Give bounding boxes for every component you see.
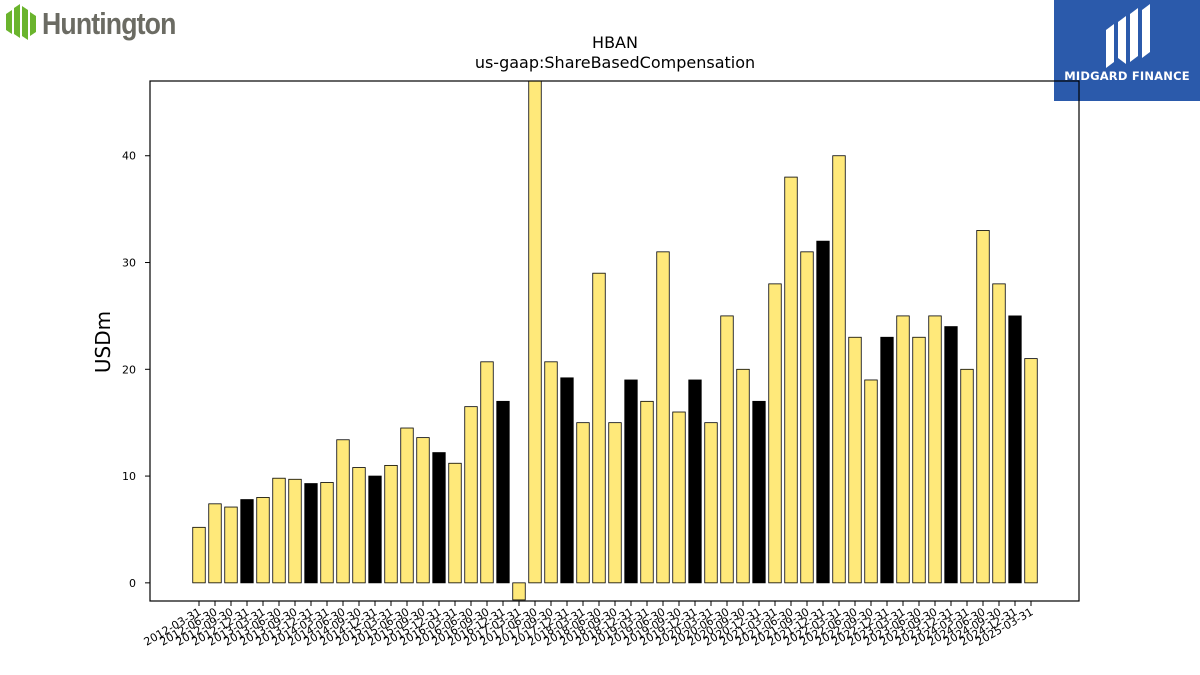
y-tick-label: 40	[122, 150, 136, 163]
midgard-finance-logo: MIDGARD FINANCE	[1054, 0, 1200, 101]
bar-2015-06-30	[400, 427, 414, 584]
bar-2024-06-30	[976, 230, 990, 584]
y-tick-label: 0	[129, 577, 136, 590]
bar-2021-09-30	[800, 251, 814, 584]
bar-2018-12-31	[624, 379, 638, 584]
bars-group	[192, 80, 1038, 601]
bar-2013-03-31	[256, 497, 270, 584]
bar-2016-03-31	[448, 462, 462, 584]
bar-2017-06-30	[528, 80, 542, 584]
bar-2016-12-31	[496, 400, 510, 584]
bar-2021-03-31	[768, 283, 782, 584]
bar-2017-12-31	[560, 377, 574, 584]
bar-2017-09-30	[544, 361, 558, 584]
y-tick-label: 20	[122, 363, 136, 376]
bar-2012-06-30	[208, 503, 222, 584]
bar-2016-06-30	[464, 406, 478, 584]
bar-2013-06-30	[272, 477, 286, 584]
bar-2015-03-31	[384, 464, 398, 584]
bar-2022-09-30	[864, 379, 878, 584]
bar-2023-03-31	[896, 315, 910, 584]
y-tick-label: 30	[122, 257, 136, 270]
plot-frame	[149, 80, 1080, 602]
x-ticks-group: 2012-03-312012-06-302012-09-302012-12-31…	[142, 601, 1036, 649]
bar-2020-09-30	[736, 368, 750, 584]
bar-2017-03-31	[512, 582, 526, 601]
bar-2020-03-31	[704, 422, 718, 584]
bar-2019-03-31	[640, 400, 654, 584]
bar-2025-03-31	[1024, 358, 1038, 584]
bar-2022-06-30	[848, 336, 862, 584]
chart-subtitle: us-gaap:ShareBasedCompensation	[475, 53, 755, 72]
bar-2023-06-30	[912, 336, 926, 584]
y-ticks-group: 0 10 20 30 40	[122, 150, 150, 590]
chart-title: HBAN	[592, 33, 638, 52]
bar-2013-12-31	[304, 483, 318, 584]
y-axis-label: USDm	[91, 311, 115, 373]
midgard-mark-icon	[1106, 4, 1150, 68]
bar-2012-09-30	[224, 506, 238, 584]
bar-2020-12-31	[752, 400, 766, 584]
bar-2019-12-31	[688, 379, 702, 584]
bar-2024-09-30	[992, 283, 1006, 584]
bar-2024-03-31	[960, 368, 974, 584]
bar-2021-12-31	[816, 240, 830, 584]
bar-2018-03-31	[576, 422, 590, 584]
bar-2014-06-30	[336, 439, 350, 584]
bar-2019-06-30	[656, 251, 670, 584]
bar-2018-09-30	[608, 422, 622, 584]
bar-2021-06-30	[784, 176, 798, 584]
bar-2019-09-30	[672, 411, 686, 584]
huntington-logo: Huntington	[4, 4, 194, 44]
bar-2014-12-31	[368, 475, 382, 584]
bar-2015-12-31	[432, 452, 446, 584]
huntington-logo-text: Huntington	[42, 6, 176, 41]
midgard-logo-text: MIDGARD FINANCE	[1064, 69, 1190, 83]
bar-2018-06-30	[592, 272, 606, 584]
bar-2023-09-30	[928, 315, 942, 584]
bar-2022-03-31	[832, 155, 846, 584]
huntington-leaf-icon	[6, 4, 36, 40]
bar-2014-09-30	[352, 467, 366, 584]
bar-2016-09-30	[480, 361, 494, 584]
y-tick-label: 10	[122, 470, 136, 483]
bar-2022-12-31	[880, 336, 894, 584]
bar-2020-06-30	[720, 315, 734, 584]
bar-2014-03-31	[320, 482, 334, 584]
bar-2024-12-31	[1008, 315, 1022, 584]
bar-2012-03-31	[192, 526, 206, 584]
bar-2015-09-30	[416, 437, 430, 584]
bar-2012-12-31	[240, 499, 254, 584]
bar-2023-12-31	[944, 326, 958, 584]
bar-2013-09-30	[288, 478, 302, 584]
